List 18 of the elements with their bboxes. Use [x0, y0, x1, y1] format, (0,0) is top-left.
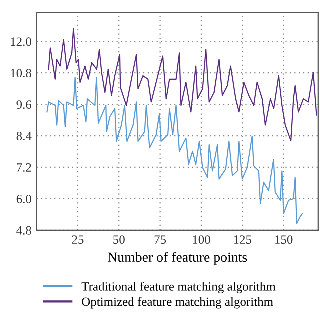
legend-label: Traditional feature matching algorithm [82, 282, 276, 294]
x-tick-label: 150 [276, 236, 293, 244]
y-tick-label: 12.0 [11, 38, 32, 46]
x-tick-label: 25 [72, 236, 84, 244]
x-tick-label: 50 [114, 236, 125, 244]
y-tick-label: 8.4 [16, 132, 32, 141]
y-tick-label: 4.8 [16, 226, 32, 235]
line-series [48, 28, 318, 142]
x-tick-label: 100 [193, 236, 210, 244]
x-tick-label: 75 [154, 236, 166, 244]
y-tick-label: 9.6 [16, 100, 32, 110]
legend-label: Optimized feature matching algorithm [82, 297, 274, 309]
x-tick-label: 125 [234, 236, 252, 244]
line-series [46, 77, 304, 224]
x-axis-title: Number of feature points [108, 252, 248, 265]
y-tick-label: 10.8 [11, 69, 32, 78]
y-tick-label: 7.2 [17, 164, 32, 172]
y-tick-label: 6.0 [16, 194, 32, 204]
